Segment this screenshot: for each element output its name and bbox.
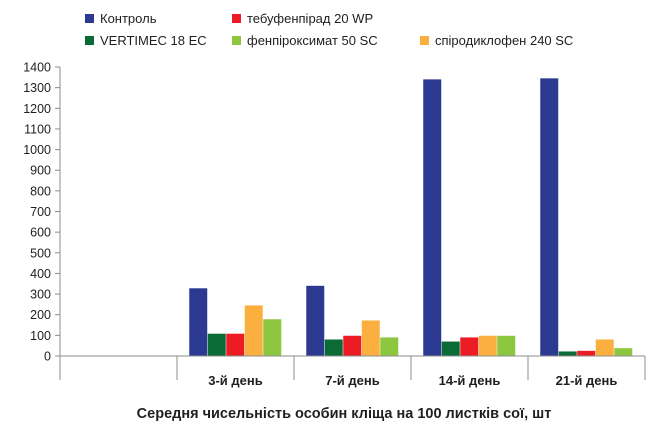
legend-swatch (85, 36, 94, 45)
x-category-label: 21-й день (556, 373, 618, 388)
legend-label: тебуфенпірад 20 WP (247, 11, 373, 26)
legend-label: спіродиклофен 240 SC (435, 33, 573, 48)
legend-swatch (420, 36, 429, 45)
bar-2-4 (558, 351, 577, 356)
y-tick-label: 300 (30, 288, 51, 302)
legend-label: VERTIMEC 18 EC (100, 33, 207, 48)
y-tick-label: 0 (44, 350, 51, 364)
bar-5-4 (614, 348, 633, 356)
bar-3-3 (460, 337, 479, 356)
bar-3-1 (226, 333, 245, 356)
x-category-label: 14-й день (439, 373, 501, 388)
bar-2-2 (324, 339, 343, 356)
x-axis: 3-й день 7-й день 14-й день 21-й день (59, 355, 646, 388)
x-axis-title: Середня чисельність особин кліща на 100 … (137, 406, 552, 422)
y-tick-label: 1400 (23, 61, 51, 75)
y-tick-label: 1300 (23, 81, 51, 95)
chart-legend: Контроль тебуфенпірад 20 WP VERTIMEC 18 EC… (85, 11, 573, 48)
bar-3-2 (343, 335, 362, 356)
y-tick-label: 900 (30, 164, 51, 178)
legend-label: Контроль (100, 11, 157, 26)
y-axis: 0 100 200 300 400 500 600 700 800 900 1000 1100 1200… (23, 61, 61, 364)
y-tick-label: 1000 (23, 143, 51, 157)
y-tick-label: 1200 (23, 102, 51, 116)
legend-swatch (232, 14, 241, 23)
bar-4-1 (244, 305, 263, 356)
y-tick-label: 600 (30, 226, 51, 240)
y-tick-label: 1100 (24, 122, 51, 136)
y-tick-label: 100 (30, 329, 51, 343)
bar-1-3 (423, 79, 442, 356)
bar-5-2 (380, 337, 399, 356)
y-tick-label: 200 (30, 308, 51, 322)
y-tick-label: 500 (30, 246, 51, 260)
bar-5-1 (263, 319, 282, 356)
bar-1-4 (540, 78, 559, 356)
legend-swatch (85, 14, 94, 23)
bar-1-1 (189, 288, 208, 356)
bar-3-4 (577, 350, 596, 356)
bar-2-3 (441, 341, 460, 356)
legend-label: фенпіроксимат 50 SC (247, 33, 378, 48)
y-tick-label: 800 (30, 184, 51, 198)
bar-5-3 (497, 335, 516, 356)
bar-2-1 (207, 333, 226, 356)
bar-4-2 (361, 320, 380, 356)
x-category-label: 7-й день (325, 373, 380, 388)
bar-4-3 (478, 335, 497, 356)
y-tick-label: 400 (30, 267, 51, 281)
x-category-label: 3-й день (208, 373, 263, 388)
bar-1-2 (306, 285, 325, 356)
legend-swatch (232, 36, 241, 45)
bar-4-4 (595, 339, 614, 356)
bars-group (189, 78, 633, 356)
y-tick-label: 700 (30, 205, 51, 219)
